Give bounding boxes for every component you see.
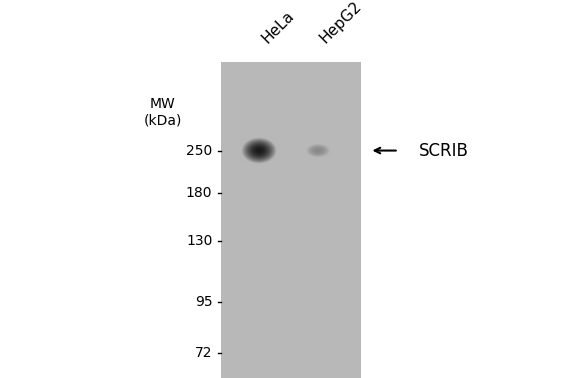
Text: 72: 72	[195, 346, 212, 360]
Text: MW
(kDa): MW (kDa)	[144, 97, 182, 127]
Text: HepG2: HepG2	[317, 0, 365, 46]
Text: SCRIB: SCRIB	[419, 141, 469, 160]
Text: 95: 95	[195, 295, 212, 309]
Text: 180: 180	[186, 186, 212, 200]
Text: 250: 250	[186, 144, 212, 158]
FancyBboxPatch shape	[221, 62, 361, 378]
Text: 130: 130	[186, 234, 212, 248]
Text: HeLa: HeLa	[259, 8, 297, 46]
